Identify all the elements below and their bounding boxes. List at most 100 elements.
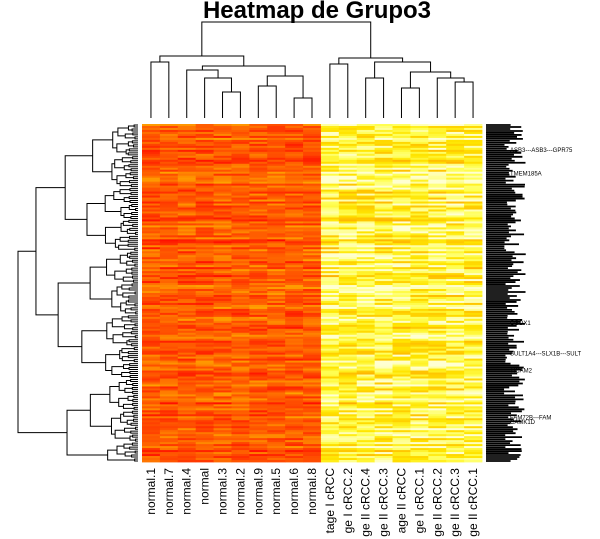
heatmap-cell xyxy=(142,342,161,346)
heatmap-cell xyxy=(338,287,358,290)
heatmap-cell xyxy=(249,390,268,393)
heatmap-cell xyxy=(231,167,250,171)
heatmap-cell xyxy=(392,446,411,449)
heatmap-cell xyxy=(213,406,232,409)
heatmap-cell xyxy=(213,386,232,389)
heatmap-cell xyxy=(356,324,376,328)
heatmap-cell xyxy=(374,352,393,356)
heatmap-cell xyxy=(446,241,465,244)
heatmap-cell xyxy=(428,458,447,461)
heatmap-cell xyxy=(249,444,268,447)
heatmap-cell xyxy=(142,398,161,401)
heatmap-cell xyxy=(177,253,197,256)
heatmap-cell xyxy=(142,428,161,431)
heatmap-cell xyxy=(177,302,197,306)
heatmap-cell xyxy=(374,390,393,393)
heatmap-cell xyxy=(338,129,358,133)
heatmap-cell xyxy=(303,364,322,367)
heatmap-cell xyxy=(177,279,197,282)
heatmap-cell xyxy=(428,127,447,131)
heatmap-cell xyxy=(213,312,232,316)
heatmap-cell xyxy=(159,412,179,415)
heatmap-cell xyxy=(338,404,358,407)
heatmap-cell xyxy=(303,221,322,224)
heatmap-cell xyxy=(213,420,232,423)
heatmap-cell xyxy=(267,446,286,449)
heatmap-cell xyxy=(320,289,340,292)
dendrogram-link xyxy=(400,87,420,118)
heatmap-cell xyxy=(410,360,429,363)
heatmap-cell xyxy=(195,426,214,429)
heatmap-cell xyxy=(267,366,286,369)
heatmap-cell xyxy=(285,370,304,373)
heatmap-cell xyxy=(356,221,376,224)
heatmap-cell xyxy=(195,197,214,200)
dendrogram-link xyxy=(134,303,138,307)
heatmap-cell xyxy=(374,124,393,127)
heatmap-cell xyxy=(303,149,322,153)
heatmap-cell xyxy=(159,300,179,304)
heatmap-cell xyxy=(356,193,376,196)
heatmap-cell xyxy=(446,406,465,409)
heatmap-cell xyxy=(285,426,304,429)
heatmap-cell xyxy=(464,249,483,252)
heatmap-cell xyxy=(159,426,179,429)
column-labels: normal.1 normal.7 normal.4 normal normal.3 no… xyxy=(144,468,480,537)
heatmap-cell xyxy=(464,424,483,427)
heatmap-cell xyxy=(142,310,161,314)
heatmap-cell xyxy=(249,438,268,441)
heatmap-cell xyxy=(177,243,197,246)
heatmap-cell xyxy=(428,336,447,340)
heatmap-cell xyxy=(410,420,429,423)
heatmap-cell xyxy=(303,201,322,204)
column-label: normal xyxy=(198,468,212,505)
heatmap-cell xyxy=(213,269,232,272)
heatmap-cell xyxy=(267,161,286,165)
heatmap-cell xyxy=(249,320,268,324)
heatmap-cell xyxy=(410,384,429,387)
heatmap-cell xyxy=(410,330,429,334)
heatmap-cell xyxy=(267,362,286,365)
heatmap-cell xyxy=(392,153,411,157)
heatmap-cell xyxy=(159,227,179,230)
heatmap-cell xyxy=(285,392,304,395)
heatmap-cell xyxy=(392,267,411,270)
dendrogram-link xyxy=(129,363,138,367)
heatmap-cell xyxy=(231,273,250,276)
heatmap-cell xyxy=(142,283,161,286)
heatmap-cell xyxy=(464,420,483,423)
heatmap-cell xyxy=(285,283,304,286)
heatmap-cell xyxy=(356,318,376,322)
heatmap-cell xyxy=(142,209,161,212)
heatmap-cell xyxy=(285,199,304,202)
heatmap-cell xyxy=(303,378,322,381)
heatmap-cell xyxy=(303,271,322,274)
heatmap-cell xyxy=(374,153,393,157)
heatmap-cell xyxy=(213,316,232,320)
heatmap-cell xyxy=(177,458,197,461)
heatmap-cell xyxy=(177,237,197,240)
heatmap-cell xyxy=(142,247,161,250)
heatmap-cell xyxy=(213,408,232,411)
heatmap-cell xyxy=(231,428,250,431)
heatmap-cell xyxy=(195,346,214,350)
heatmap-cell xyxy=(356,287,376,290)
heatmap-cell xyxy=(374,209,393,212)
heatmap-cell xyxy=(177,285,197,288)
column-label: tage I cRCC xyxy=(323,468,337,534)
heatmap-cell xyxy=(392,350,411,354)
heatmap-cell xyxy=(446,370,465,373)
heatmap-cell xyxy=(195,124,214,127)
heatmap-cell xyxy=(356,171,376,175)
heatmap-cell xyxy=(231,213,250,216)
heatmap-cell xyxy=(410,336,429,340)
heatmap-cell xyxy=(159,219,179,222)
heatmap-cell xyxy=(446,201,465,204)
heatmap-cell xyxy=(446,257,465,260)
heatmap-cell xyxy=(464,450,483,453)
heatmap-cell xyxy=(464,442,483,445)
heatmap-cell xyxy=(267,408,286,411)
heatmap-cell xyxy=(231,338,250,342)
heatmap-cell xyxy=(195,386,214,389)
heatmap-cell xyxy=(320,225,340,228)
